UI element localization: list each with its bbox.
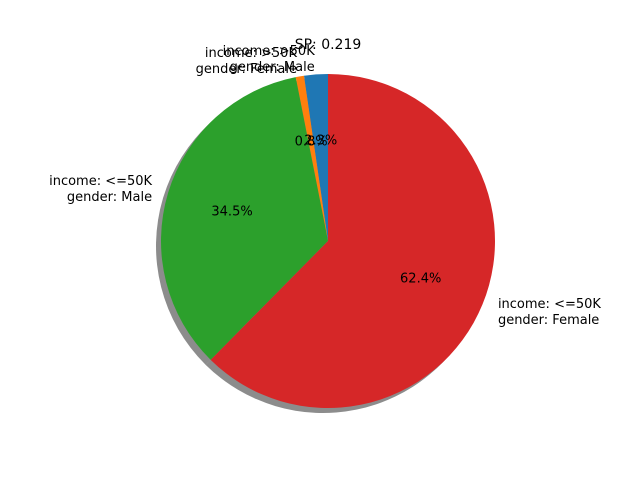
pie-slice-label-line: gender: Female — [196, 62, 297, 77]
pie-slice — [210, 74, 495, 408]
pie-slice-label-line: income: >50K — [205, 46, 298, 61]
pie-slice-label: income: <=50K gender: Female — [498, 297, 601, 328]
pie-percent-label: 34.5% — [211, 205, 252, 220]
pie-percent-labels: 2.3%0.8% 34.5% 62.4% — [211, 134, 441, 287]
pie-slice — [303, 74, 328, 241]
pie-slice-label-line: income: <=50K — [49, 174, 152, 189]
pie-slice-label-line: income: >50K — [223, 44, 316, 59]
pie-slice-label-line: gender: Male — [230, 60, 315, 75]
pie-slice-label: income: >50K gender: Male — [223, 44, 316, 75]
pie-slice-label-line: gender: Male — [67, 190, 152, 205]
chart-title: SP: 0.219 — [295, 37, 362, 53]
pie-percent-label: 2.3% — [304, 134, 337, 149]
pie-slices — [161, 74, 495, 408]
pie-slice-label-line: gender: Female — [498, 313, 599, 328]
pie-percent-label: 0.8% — [295, 135, 328, 150]
pie-slice-label: income: >50K gender: Female — [196, 46, 298, 77]
pie-slice — [295, 75, 328, 242]
pie-slice-label-line: income: <=50K — [498, 297, 601, 312]
pie-slice-label: income: <=50K gender: Male — [49, 174, 152, 205]
pie-percent-label: 62.4% — [400, 272, 441, 287]
pie-slice — [161, 77, 328, 360]
